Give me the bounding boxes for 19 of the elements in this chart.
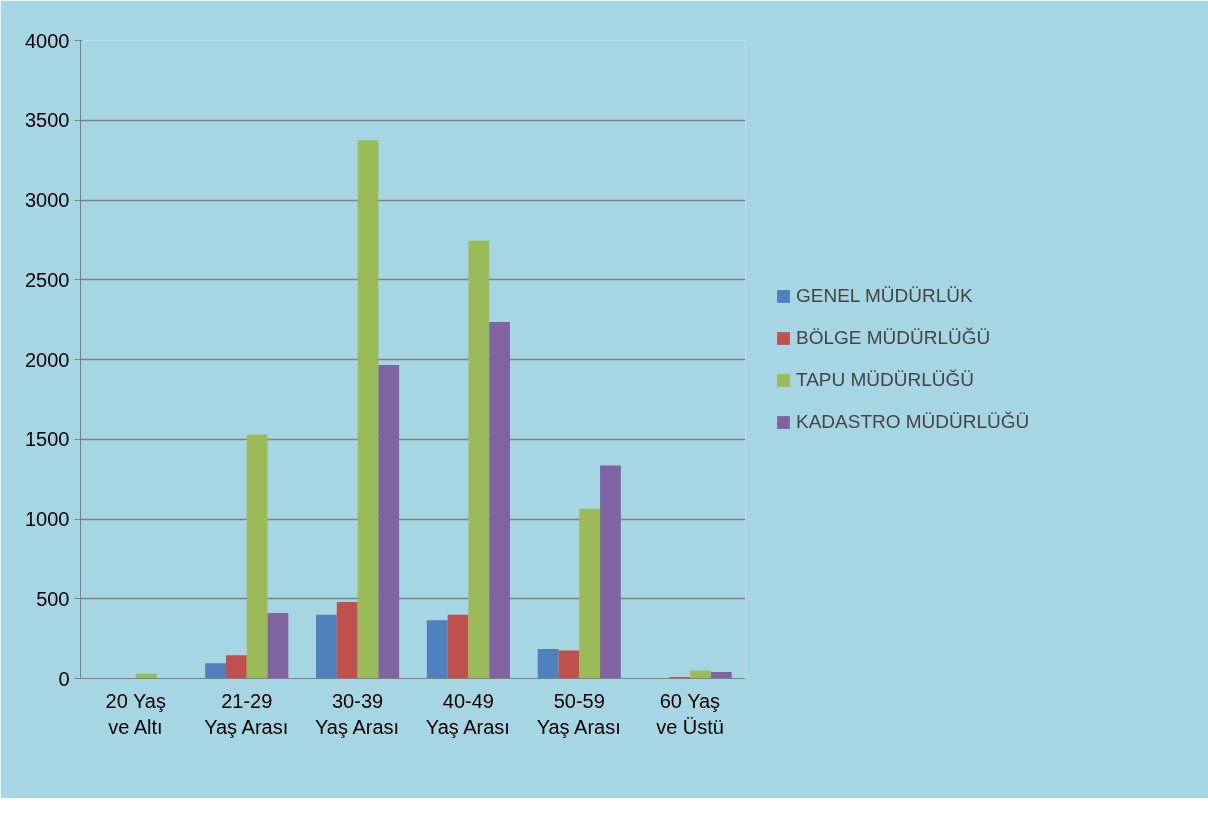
y-tick-label: 3000 [25,189,70,211]
legend-label: BÖLGE MÜDÜRLÜĞÜ [796,327,991,349]
x-tick-label: 20 Yaş ve Altı [105,689,166,738]
x-tick-label: 40-49 Yaş Arası [425,689,510,738]
y-tick-label: 2000 [25,348,70,371]
y-tick-label: 1000 [25,508,70,530]
y-tick-label: 4000 [25,29,70,52]
x-tick-label: 30-39 Yaş Arası [314,689,400,738]
legend-label: TAPU MÜDÜRLÜĞÜ [796,369,975,391]
x-tick-label: 60 Yaş ve Üstü [656,689,724,738]
legend-label: GENEL MÜDÜRLÜK [796,285,973,307]
y-tick-label: 0 [58,667,70,690]
y-tick-label: 3500 [25,109,70,132]
y-tick-label: 500 [36,587,70,610]
x-tick-label: 21-29 Yaş Arası [204,689,289,738]
y-tick-label: 1500 [25,428,70,451]
x-tick-label: 50-59 Yaş Arası [536,689,621,738]
legend-label: KADASTRO MÜDÜRLÜĞÜ [796,411,1030,433]
y-tick-label: 2500 [25,268,70,291]
